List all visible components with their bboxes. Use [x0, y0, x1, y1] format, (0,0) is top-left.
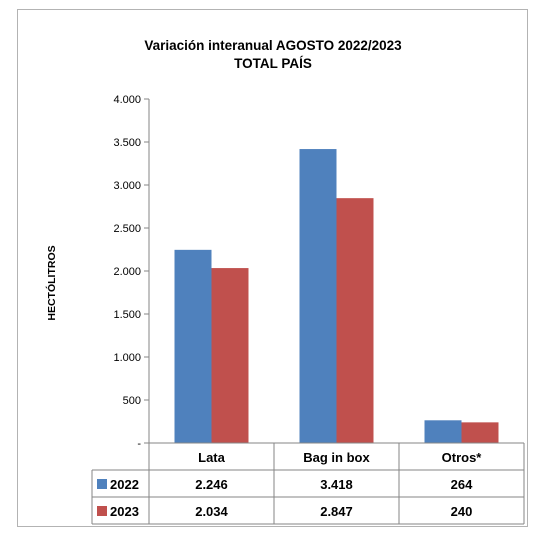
y-tick-label: 2.000 — [113, 266, 141, 278]
y-tick-label: 4.000 — [113, 94, 141, 106]
bar-2022-2 — [424, 420, 462, 443]
data-label: 2.847 — [320, 504, 353, 519]
x-tick-label: Bag in box — [303, 450, 370, 465]
chart-title-line-1: Variación interanual AGOSTO 2022/2023 — [144, 38, 402, 53]
bar-2023-0 — [211, 268, 249, 443]
legend-swatch-2022 — [97, 479, 107, 489]
bar-2022-0 — [174, 249, 212, 443]
data-label: 2.034 — [195, 504, 228, 519]
legend-swatch-2023 — [97, 506, 107, 516]
data-label: 240 — [451, 504, 473, 519]
y-tick-label: 500 — [123, 395, 141, 407]
data-label: 264 — [451, 477, 473, 492]
bar-2023-2 — [461, 422, 499, 443]
chart-title-line-2: TOTAL PAÍS — [234, 56, 312, 71]
data-label: 2.246 — [195, 477, 228, 492]
y-tick-label: 3.000 — [113, 180, 141, 192]
x-tick-label: Lata — [198, 450, 226, 465]
y-tick-label: - — [137, 438, 141, 450]
bar-2023-1 — [336, 198, 374, 443]
y-tick-label: 1.500 — [113, 309, 141, 321]
x-tick-label: Otros* — [442, 450, 483, 465]
y-tick-label: 1.000 — [113, 352, 141, 364]
y-tick-label: 3.500 — [113, 137, 141, 149]
y-tick-label: 2.500 — [113, 223, 141, 235]
legend-label: 2022 — [110, 477, 139, 492]
data-label: 3.418 — [320, 477, 353, 492]
bar-2022-1 — [299, 149, 337, 443]
legend-label: 2023 — [110, 504, 139, 519]
